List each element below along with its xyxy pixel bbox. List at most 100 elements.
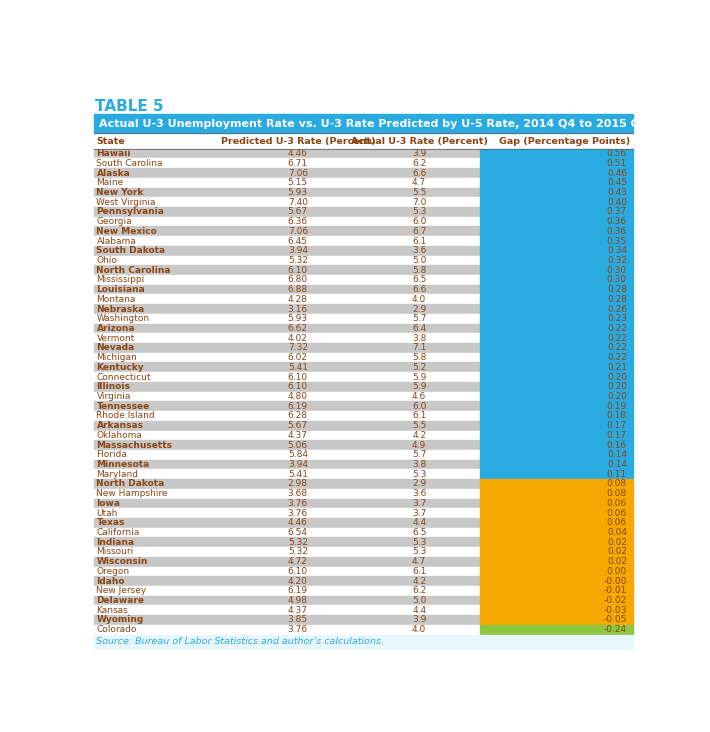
Text: 0.17: 0.17: [607, 431, 627, 440]
Text: 0.34: 0.34: [607, 246, 627, 255]
Bar: [480, 489, 633, 498]
Text: 5.41: 5.41: [288, 363, 308, 372]
Text: 5.5: 5.5: [412, 421, 426, 430]
Bar: [94, 518, 480, 528]
Text: 6.0: 6.0: [412, 402, 426, 411]
Text: 4.46: 4.46: [288, 518, 307, 527]
Text: 5.9: 5.9: [412, 373, 426, 381]
Text: 3.76: 3.76: [288, 509, 308, 518]
Text: 0.11: 0.11: [607, 470, 627, 479]
Text: Wisconsin: Wisconsin: [97, 557, 148, 566]
Bar: [94, 537, 480, 547]
Text: 0.20: 0.20: [607, 392, 627, 401]
Text: 3.7: 3.7: [412, 509, 426, 518]
Text: 7.1: 7.1: [412, 343, 426, 352]
Text: 5.3: 5.3: [412, 207, 426, 217]
Bar: [94, 440, 480, 450]
Bar: [480, 158, 633, 168]
Text: 0.43: 0.43: [607, 188, 627, 197]
Bar: [94, 158, 480, 168]
Bar: [94, 324, 480, 333]
Text: 3.68: 3.68: [288, 489, 308, 498]
Text: 0.28: 0.28: [607, 285, 627, 294]
Text: 6.4: 6.4: [412, 324, 426, 333]
Text: 5.32: 5.32: [288, 548, 308, 556]
Bar: [94, 411, 480, 421]
Text: 0.28: 0.28: [607, 295, 627, 304]
Bar: [480, 518, 633, 528]
Bar: [94, 114, 633, 133]
Text: 5.84: 5.84: [288, 450, 308, 459]
Bar: [480, 586, 633, 596]
Bar: [480, 236, 633, 246]
Bar: [94, 265, 480, 275]
Bar: [94, 246, 480, 255]
Text: Oregon: Oregon: [97, 567, 130, 576]
Bar: [94, 596, 480, 605]
Bar: [480, 537, 633, 547]
Text: 5.3: 5.3: [412, 470, 426, 479]
Bar: [480, 187, 633, 198]
Text: 5.9: 5.9: [412, 382, 426, 392]
Text: 5.3: 5.3: [412, 538, 426, 547]
Text: -0.02: -0.02: [604, 596, 627, 605]
Text: 5.0: 5.0: [412, 256, 426, 265]
Bar: [480, 198, 633, 207]
Text: Nevada: Nevada: [97, 343, 135, 352]
Text: 2.9: 2.9: [412, 305, 426, 313]
Bar: [480, 615, 633, 625]
Text: 6.1: 6.1: [412, 567, 426, 576]
Bar: [480, 275, 633, 285]
Text: 6.71: 6.71: [288, 159, 308, 168]
Text: 0.22: 0.22: [607, 324, 627, 333]
Bar: [480, 528, 633, 537]
Text: 4.4: 4.4: [412, 606, 426, 615]
Text: 2.98: 2.98: [288, 479, 308, 488]
Text: 6.10: 6.10: [288, 567, 308, 576]
Bar: [94, 498, 480, 508]
Bar: [94, 421, 480, 430]
Text: 4.46: 4.46: [288, 149, 307, 158]
Text: Kansas: Kansas: [97, 606, 129, 615]
Text: 6.28: 6.28: [288, 411, 308, 420]
Text: West Virginia: West Virginia: [97, 198, 156, 206]
Text: 6.2: 6.2: [412, 159, 426, 168]
Text: Nebraska: Nebraska: [97, 305, 145, 313]
Text: 3.94: 3.94: [288, 246, 308, 255]
Text: 0.46: 0.46: [607, 168, 627, 177]
Bar: [480, 285, 633, 294]
Text: California: California: [97, 528, 140, 537]
Text: 6.2: 6.2: [412, 586, 426, 595]
Text: 0.06: 0.06: [607, 499, 627, 508]
Bar: [94, 450, 480, 460]
Text: Alabama: Alabama: [97, 236, 136, 245]
Text: 6.1: 6.1: [412, 236, 426, 245]
Text: 0.19: 0.19: [607, 402, 627, 411]
Bar: [94, 605, 480, 615]
Bar: [94, 576, 480, 586]
Bar: [480, 178, 633, 187]
Bar: [480, 217, 633, 226]
Text: 0.02: 0.02: [607, 557, 627, 566]
Bar: [480, 305, 633, 314]
Bar: [480, 372, 633, 382]
Text: 3.9: 3.9: [412, 149, 426, 158]
Text: 4.0: 4.0: [412, 295, 426, 304]
Text: Minnesota: Minnesota: [97, 460, 150, 469]
Text: 0.45: 0.45: [607, 178, 627, 187]
Text: 0.14: 0.14: [607, 460, 627, 469]
Text: Actual U-3 Unemployment Rate vs. U-3 Rate Predicted by U-5 Rate, 2014 Q4 to 2015: Actual U-3 Unemployment Rate vs. U-3 Rat…: [99, 119, 648, 129]
Text: 4.6: 4.6: [412, 392, 426, 401]
Text: North Dakota: North Dakota: [97, 479, 165, 488]
Text: Utah: Utah: [97, 509, 118, 518]
Bar: [480, 265, 633, 275]
Text: 6.5: 6.5: [412, 275, 426, 285]
Text: State: State: [97, 137, 125, 146]
Text: Maine: Maine: [97, 178, 124, 187]
Text: Illinois: Illinois: [97, 382, 131, 392]
Bar: [94, 586, 480, 596]
Text: Gap (Percentage Points): Gap (Percentage Points): [499, 137, 630, 146]
Bar: [94, 372, 480, 382]
Bar: [480, 508, 633, 518]
Bar: [94, 168, 480, 178]
